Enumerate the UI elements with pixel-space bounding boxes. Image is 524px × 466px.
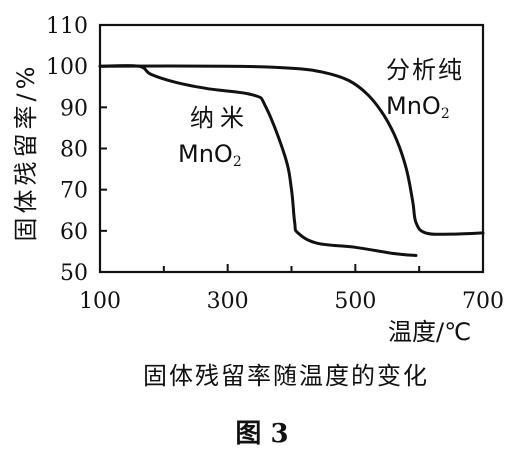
x-tick-label: 300 — [207, 289, 249, 314]
series-label-pure-formula: MnO2 — [386, 92, 450, 122]
y-tick-label: 80 — [60, 138, 88, 163]
figure-label: 图 3 — [235, 419, 288, 449]
series-label-nano-line1: 纳米 — [190, 104, 250, 132]
y-tick-label: 110 — [46, 14, 88, 39]
axis-ticks: 50 60 70 80 90 100 110 100 300 500 700 — [46, 14, 504, 314]
x-axis-label: 温度/℃ — [388, 318, 471, 346]
y-tick-label: 60 — [60, 220, 88, 245]
series-line-nano-mno2 — [98, 64, 418, 257]
y-tick-label: 50 — [60, 261, 88, 286]
series-lines — [98, 64, 485, 257]
x-tick-label: 500 — [334, 289, 376, 314]
y-tick-label: 70 — [60, 179, 88, 204]
y-tick-label: 100 — [46, 55, 88, 80]
series-label-pure-line1: 分析纯 — [386, 56, 464, 84]
series-label-nano-formula: MnO2 — [178, 140, 242, 170]
y-axis-label: 固体残留率/% — [12, 63, 40, 242]
y-tick-label: 90 — [60, 96, 88, 121]
series-line-pure-mno2 — [98, 64, 485, 236]
chart-caption: 固体残留率随温度的变化 — [143, 362, 429, 390]
x-tick-label: 700 — [462, 289, 504, 314]
x-tick-label: 100 — [79, 289, 121, 314]
